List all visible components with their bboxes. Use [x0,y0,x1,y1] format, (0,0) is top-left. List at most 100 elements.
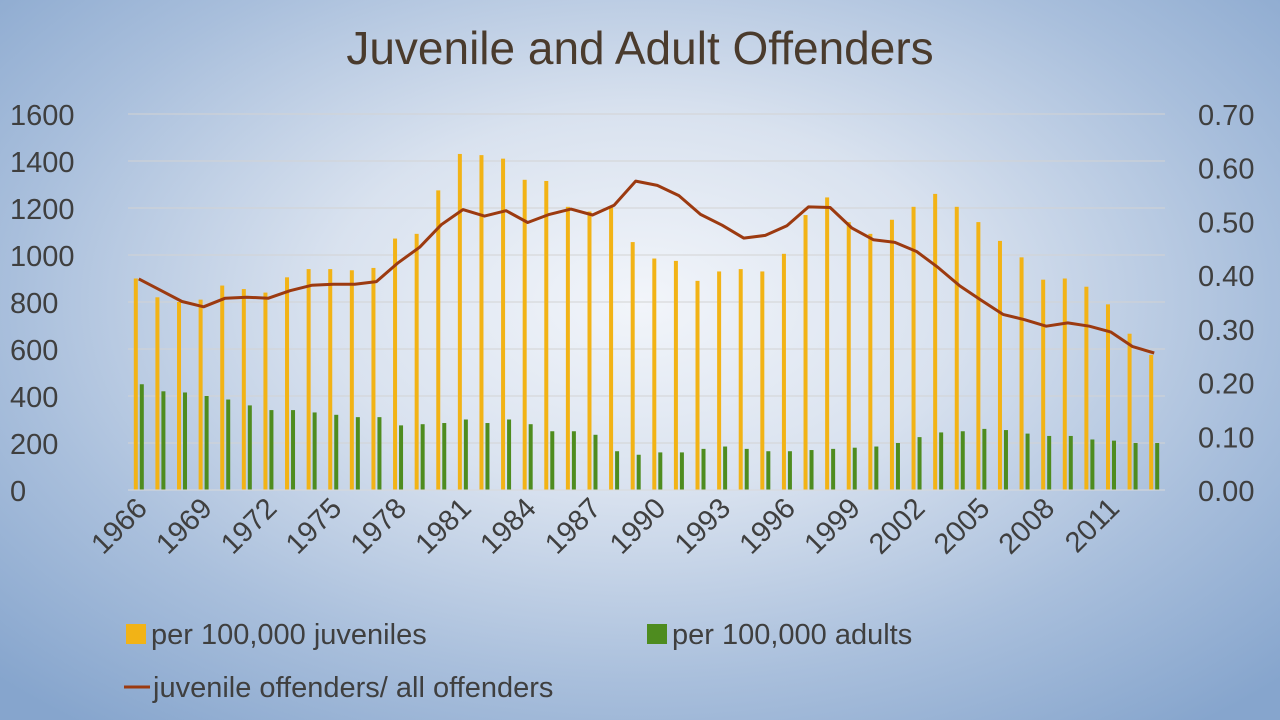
bar-adults [183,392,188,490]
bar-adults [507,419,512,490]
bar-adults [442,423,447,490]
bar-adults [1133,443,1138,490]
y-left-tick-label: 0 [10,476,26,508]
x-tick-label: 2008 [993,492,1061,560]
bar-adults [939,432,944,490]
bar-adults [658,452,663,490]
bar-adults [679,452,684,490]
bar-adults [593,434,598,490]
bar-adults [485,423,490,490]
bar-juveniles [1105,304,1110,490]
bar-juveniles [198,299,203,490]
bar-juveniles [781,253,786,490]
bar-adults [1111,440,1116,490]
bar-juveniles [544,180,549,490]
bar-juveniles [846,222,851,490]
legend: per 100,000 juveniles per 100,000 adults… [124,619,912,704]
bar-juveniles [868,233,873,490]
bar-juveniles [285,277,290,490]
bar-juveniles [522,179,527,491]
x-tick-label: 1975 [280,492,348,560]
x-tick-label: 2002 [863,492,931,560]
x-axis: 1966196919721975197819811984198719901993… [86,492,1126,560]
bar-juveniles [436,190,441,490]
chart-title: Juvenile and Adult Offenders [346,22,933,74]
x-tick-label: 2005 [928,492,996,560]
bar-juveniles [695,280,700,490]
bar-juveniles [889,219,894,490]
y-left-tick-label: 200 [10,429,58,461]
y-axis-left: 0 200 400 600 800 1000 1200 1400 1600 [10,100,75,508]
bar-adults [377,417,382,490]
legend-item-juveniles: per 100,000 juveniles [126,619,427,651]
bar-juveniles [565,206,570,490]
bar-adults [787,451,792,490]
bar-adults [312,412,317,490]
y-left-tick-label: 800 [10,288,58,320]
bar-juveniles [587,211,592,490]
bar-juveniles [825,197,830,491]
bar-juveniles [155,297,160,490]
bar-juveniles [371,267,376,490]
bar-adults [528,424,533,490]
bar-juveniles [760,271,765,490]
x-tick-label: 1987 [539,492,607,560]
legend-label-ratio: juvenile offenders/ all offenders [152,672,553,704]
bar-juveniles [328,269,333,490]
y-left-tick-label: 1400 [10,147,75,179]
series-ratio-line [138,179,1155,355]
legend-label-adults: per 100,000 adults [672,619,912,651]
x-tick-label: 2011 [1059,492,1126,559]
bar-adults [550,431,555,490]
bar-adults [247,405,252,490]
bar-adults [960,431,965,490]
y-right-tick-label: 0.60 [1198,154,1254,186]
bar-juveniles [997,240,1002,490]
y-left-tick-label: 1000 [10,241,75,273]
bar-juveniles [954,206,959,490]
bar-juveniles [630,242,635,490]
bar-juveniles [717,271,722,490]
x-tick-label: 1993 [669,492,737,560]
bar-adults [420,424,425,490]
series-juveniles-bars [133,153,1154,491]
x-tick-label: 1969 [150,492,218,560]
bar-juveniles [306,269,311,490]
bar-adults [744,448,749,490]
bar-juveniles [241,289,246,490]
bar-adults [917,437,922,490]
bar-juveniles [501,158,506,490]
bar-adults [766,451,771,490]
bar-juveniles [414,233,419,490]
bar-juveniles [349,270,354,490]
bar-juveniles [738,269,743,490]
x-tick-label: 1990 [604,492,672,560]
bar-adults [1090,439,1095,490]
bar-adults [334,414,339,490]
x-tick-label: 1966 [86,492,154,560]
bar-adults [226,399,231,490]
bar-juveniles [1084,286,1089,490]
bar-juveniles [803,215,808,491]
y-right-tick-label: 0.70 [1198,100,1254,132]
y-right-tick-label: 0.10 [1198,422,1254,454]
bar-juveniles [609,206,614,490]
y-right-tick-label: 0.30 [1198,315,1254,347]
bar-juveniles [177,302,182,490]
bar-juveniles [1041,279,1046,490]
series-adults-bars [139,384,1160,490]
bar-adults [291,410,296,490]
x-tick-label: 1999 [798,492,866,560]
bar-juveniles [1062,278,1067,490]
legend-item-ratio: juvenile offenders/ all offenders [124,672,553,704]
bar-juveniles [1149,354,1154,490]
bar-adults [809,450,814,490]
legend-swatch-juveniles [126,624,146,644]
bar-adults [874,446,879,490]
y-left-tick-label: 400 [10,382,58,414]
bar-adults [852,447,857,490]
bar-juveniles [976,222,981,490]
bar-adults [204,396,209,490]
bar-adults [1155,443,1160,490]
